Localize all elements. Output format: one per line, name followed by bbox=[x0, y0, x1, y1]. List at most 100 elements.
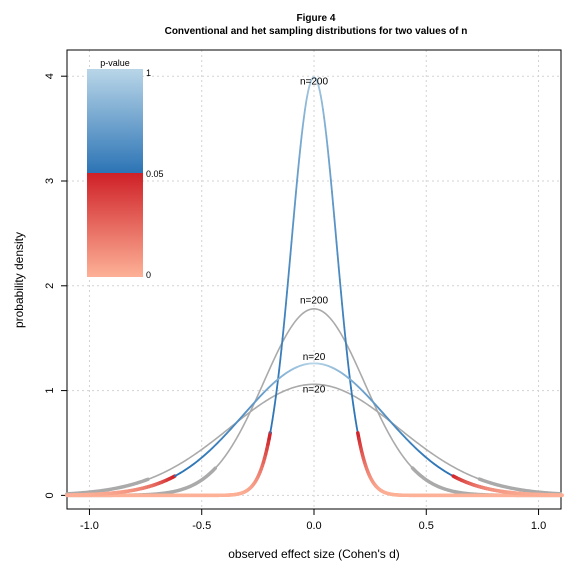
conventional-curve-segment bbox=[299, 135, 303, 148]
y-tick-label: 0 bbox=[44, 492, 56, 498]
conventional-curve-segment bbox=[288, 253, 292, 268]
conventional-curve-segment bbox=[296, 167, 300, 181]
y-tick-label: 3 bbox=[44, 178, 56, 184]
conventional-curve-segment bbox=[270, 418, 274, 428]
conventional-curve-segment bbox=[343, 326, 347, 340]
conventional-curve-segment bbox=[344, 337, 348, 351]
conventional-curve-segment bbox=[325, 135, 329, 148]
conventional-curve-segment bbox=[290, 228, 294, 243]
legend-label-bottom: 0 bbox=[146, 270, 151, 280]
conventional-curve-segment bbox=[298, 145, 302, 158]
legend-label-top: 1 bbox=[146, 68, 151, 78]
conventional-curve-segment bbox=[285, 290, 288, 305]
conventional-curve-segment bbox=[306, 89, 310, 97]
x-tick-label: 0.0 bbox=[306, 520, 321, 532]
conventional-curve-segment bbox=[342, 314, 346, 329]
conventional-curve-segment bbox=[292, 203, 296, 218]
conventional-curve-segment bbox=[277, 368, 281, 381]
conventional-curve-segment bbox=[326, 145, 330, 158]
chart-subtitle: Conventional and het sampling distributi… bbox=[165, 26, 468, 37]
curve-label: n=20 bbox=[303, 352, 326, 363]
conventional-curve-segment bbox=[334, 228, 338, 243]
conventional-curve-segment bbox=[338, 278, 342, 293]
conventional-curve-segment bbox=[267, 431, 272, 441]
chart-title: Figure 4 bbox=[297, 13, 336, 24]
conventional-curve-segment bbox=[324, 125, 328, 137]
het-curve-tail bbox=[477, 477, 563, 496]
curve-label: n=200 bbox=[300, 77, 329, 88]
conventional-curve-segment bbox=[336, 253, 340, 268]
conventional-curve-segment bbox=[327, 155, 331, 170]
x-tick-label: -0.5 bbox=[192, 520, 211, 532]
conventional-curve-segment bbox=[305, 94, 309, 103]
conventional-curve-segment bbox=[283, 303, 287, 317]
x-axis: -1.0 -0.5 0.0 0.5 1.0 bbox=[80, 509, 546, 532]
y-axis-label: probability density bbox=[12, 232, 26, 328]
conventional-curve-segment bbox=[350, 387, 354, 398]
y-tick-label: 2 bbox=[44, 283, 56, 289]
het-curve-tail bbox=[65, 477, 150, 496]
conventional-curve-segment bbox=[273, 395, 277, 406]
conventional-curve-segment bbox=[280, 337, 284, 351]
conventional-curve-segment bbox=[300, 125, 304, 137]
x-tick-label: 0.5 bbox=[419, 520, 434, 532]
conventional-curve-segment bbox=[346, 358, 350, 371]
conventional-curve-segment bbox=[278, 358, 282, 371]
conventional-curve-segment bbox=[354, 418, 358, 428]
conventional-curve-segment bbox=[345, 348, 349, 361]
conventional-curve-segment bbox=[281, 326, 285, 340]
conventional-curve-segment bbox=[329, 178, 333, 193]
conventional-curve-segment bbox=[332, 203, 336, 218]
conventional-curve-segment bbox=[333, 215, 337, 231]
conventional-curve-segment bbox=[294, 190, 297, 205]
conventional-curve-segment bbox=[322, 108, 326, 119]
conventional-curve-segment bbox=[295, 178, 299, 193]
curves bbox=[65, 76, 564, 498]
conventional-curve-segment bbox=[276, 378, 279, 390]
y-axis: 0 1 2 3 4 bbox=[44, 73, 67, 498]
y-tick-label: 4 bbox=[44, 73, 56, 79]
conventional-curve-segment bbox=[337, 266, 341, 281]
legend-title: p-value bbox=[100, 58, 130, 68]
conventional-curve-segment bbox=[272, 404, 276, 414]
curve-label: n=20 bbox=[303, 385, 326, 396]
conventional-curve-segment bbox=[347, 368, 351, 381]
conventional-curve-segment bbox=[289, 240, 293, 256]
conventional-curve-segment bbox=[304, 101, 308, 111]
conventional-curve-segment bbox=[282, 314, 286, 329]
conventional-curve-segment bbox=[319, 94, 323, 103]
legend-blue-bar bbox=[87, 69, 143, 173]
x-tick-label: -1.0 bbox=[80, 520, 99, 532]
curve-annotations: n=200 n=200 n=20 n=20 bbox=[300, 77, 329, 396]
conventional-curve-segment bbox=[269, 425, 273, 434]
conventional-curve-segment bbox=[297, 155, 301, 170]
conventional-curve-segment bbox=[352, 404, 356, 414]
conventional-curve-segment bbox=[341, 303, 345, 317]
conventional-curve-segment bbox=[286, 278, 290, 293]
conventional-curve-segment bbox=[340, 290, 343, 305]
conventional-curve-segment bbox=[349, 378, 352, 390]
p-value-legend: p-value 1 0.05 0 bbox=[87, 58, 164, 280]
conventional-curve-segment bbox=[323, 116, 327, 128]
legend-red-bar bbox=[87, 173, 143, 277]
x-axis-label: observed effect size (Cohen's d) bbox=[228, 547, 400, 561]
conventional-curve-segment bbox=[320, 101, 324, 111]
conventional-curve-segment bbox=[353, 411, 357, 421]
y-tick-label: 1 bbox=[44, 388, 56, 394]
conventional-curve-segment bbox=[351, 395, 355, 406]
conventional-curve-segment bbox=[287, 266, 291, 281]
conventional-curve-segment bbox=[331, 190, 334, 205]
conventional-curve-segment bbox=[271, 411, 275, 421]
legend-label-mid: 0.05 bbox=[146, 169, 164, 179]
conventional-curve-segment bbox=[335, 240, 339, 256]
conventional-curve-segment bbox=[301, 116, 305, 128]
x-tick-label: 1.0 bbox=[531, 520, 546, 532]
conventional-curve-segment bbox=[279, 348, 283, 361]
curve-label: n=200 bbox=[300, 296, 329, 307]
conventional-curve-segment bbox=[274, 387, 278, 398]
conventional-curve-segment bbox=[302, 108, 306, 119]
conventional-curve-segment bbox=[318, 89, 322, 97]
conventional-curve-segment bbox=[291, 215, 295, 231]
conventional-curve-segment bbox=[328, 167, 332, 181]
